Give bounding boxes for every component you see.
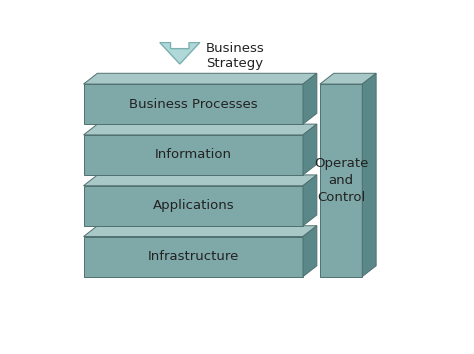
Text: Operate
and
Control: Operate and Control: [314, 157, 368, 204]
Text: Applications: Applications: [153, 199, 234, 212]
Polygon shape: [320, 84, 362, 276]
Polygon shape: [83, 135, 303, 175]
Polygon shape: [83, 84, 303, 124]
Polygon shape: [83, 226, 317, 236]
Polygon shape: [303, 226, 317, 276]
Text: Information: Information: [155, 148, 232, 161]
Polygon shape: [83, 124, 317, 135]
Polygon shape: [83, 73, 317, 84]
Polygon shape: [160, 42, 200, 64]
Polygon shape: [320, 73, 376, 84]
Polygon shape: [362, 73, 376, 276]
Text: Business Processes: Business Processes: [129, 98, 257, 110]
Polygon shape: [303, 124, 317, 175]
Polygon shape: [83, 236, 303, 276]
Polygon shape: [83, 175, 317, 186]
Text: Infrastructure: Infrastructure: [147, 250, 239, 263]
Polygon shape: [83, 186, 303, 226]
Polygon shape: [303, 175, 317, 226]
Polygon shape: [303, 73, 317, 124]
Text: Business
Strategy: Business Strategy: [206, 42, 264, 70]
